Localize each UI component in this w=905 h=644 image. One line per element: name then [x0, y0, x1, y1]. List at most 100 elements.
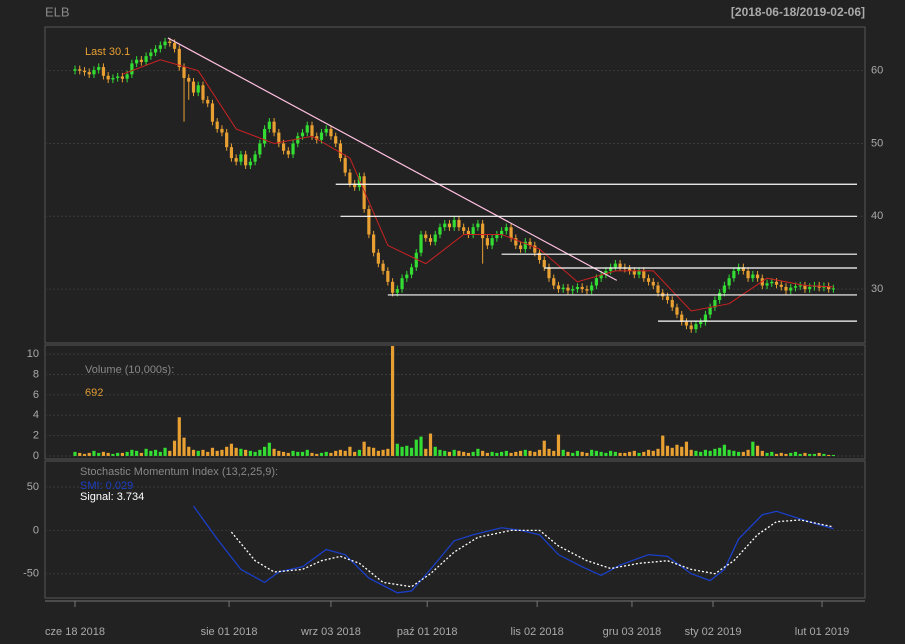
candle-body: [485, 238, 489, 246]
volume-bar: [713, 448, 717, 456]
volume-bar: [561, 449, 565, 456]
volume-bar: [187, 446, 191, 456]
candle-body: [376, 252, 380, 264]
candle-body: [386, 270, 390, 282]
volume-bar: [348, 446, 352, 456]
volume-bar: [172, 440, 177, 456]
candle-body: [646, 278, 651, 282]
candle-body: [604, 270, 608, 275]
candle-body: [116, 76, 120, 78]
volume-bar: [490, 451, 494, 456]
volume-bar: [500, 451, 504, 456]
candle-body: [609, 267, 613, 271]
volume-bar: [518, 450, 523, 456]
candle-body: [390, 281, 395, 293]
candle-body: [684, 321, 689, 326]
volume-bar: [120, 452, 124, 456]
candle-body: [163, 41, 167, 46]
candle-body: [803, 285, 807, 290]
volume-bar: [405, 445, 409, 456]
candle-body: [372, 234, 376, 253]
volume-bar: [87, 452, 91, 456]
volume-bar: [590, 449, 594, 456]
candle-body: [101, 67, 106, 76]
candle-body: [97, 67, 101, 70]
candle-body: [500, 230, 504, 235]
volume-bar: [338, 449, 343, 456]
volume-bar: [111, 453, 115, 456]
volume-bar: [177, 417, 181, 456]
candle-body: [514, 238, 518, 246]
volume-bar: [495, 452, 499, 456]
candle-body: [637, 270, 641, 275]
volume-bar: [684, 441, 689, 456]
volume-bar: [263, 446, 267, 456]
volume-bar: [575, 450, 580, 456]
candle-body: [315, 136, 319, 140]
volume-bar: [329, 452, 333, 456]
candle-body: [751, 274, 755, 279]
candle-body: [675, 307, 679, 315]
volume-bar: [447, 451, 452, 456]
candle-body: [571, 289, 575, 291]
volume-bar: [296, 451, 300, 456]
volume-bar: [651, 450, 655, 456]
candle-body: [120, 76, 124, 79]
x-tick-label: lut 01 2019: [795, 626, 849, 638]
volume-bar: [258, 449, 262, 456]
candle-body: [727, 278, 731, 286]
volume-bar: [225, 446, 229, 456]
volume-bar: [751, 441, 755, 456]
candle-body: [808, 286, 812, 290]
smi-line: [192, 505, 834, 594]
candle-body: [528, 241, 532, 246]
candle-body: [737, 267, 741, 271]
candle-body: [158, 45, 162, 49]
volume-bar: [542, 440, 546, 456]
volume-bar: [395, 443, 399, 456]
volume-bar: [798, 453, 802, 456]
candle-body: [566, 287, 570, 291]
volume-bar: [594, 450, 598, 456]
candle-body: [509, 227, 513, 239]
volume-bar: [552, 450, 556, 456]
volume-bar: [97, 452, 101, 456]
candle-body: [130, 63, 134, 75]
candle-body: [594, 278, 598, 286]
volume-bar: [481, 450, 485, 456]
candle-body: [225, 132, 229, 148]
date-range: [2018-06-18/2019-02-06]: [731, 5, 865, 19]
volume-bar: [438, 449, 442, 456]
candle-body: [125, 74, 129, 79]
candle-body: [343, 158, 347, 173]
x-tick-label: gru 03 2018: [603, 626, 662, 638]
volume-bar: [291, 450, 295, 456]
candle-body: [215, 121, 219, 129]
candle-body: [561, 287, 565, 290]
candle-body: [149, 52, 153, 57]
volume-bar: [466, 452, 471, 456]
volume-bar: [82, 453, 87, 456]
y-tick-label: 50: [871, 137, 883, 149]
volume-bar: [803, 452, 807, 456]
volume-bar: [642, 451, 646, 456]
candle-body: [481, 223, 485, 239]
smi-title: Stochastic Momentum Index (13,2,25,9):: [80, 466, 278, 478]
candle-body: [277, 132, 281, 144]
volume-bar: [476, 448, 480, 456]
volume-bar: [272, 448, 276, 456]
volume-bar: [789, 452, 793, 456]
volume-bar: [779, 452, 783, 456]
candle-body: [172, 43, 177, 49]
trend_line: [167, 37, 618, 281]
volume-bar: [727, 449, 731, 456]
volume-bar: [390, 346, 395, 456]
volume-bar: [353, 451, 357, 456]
volume-bar: [812, 453, 817, 456]
ma: [122, 59, 834, 312]
volume-bar: [215, 450, 219, 456]
volume-bar: [229, 443, 234, 456]
y-tick-label: 6: [33, 389, 39, 401]
volume-bar: [158, 451, 162, 456]
